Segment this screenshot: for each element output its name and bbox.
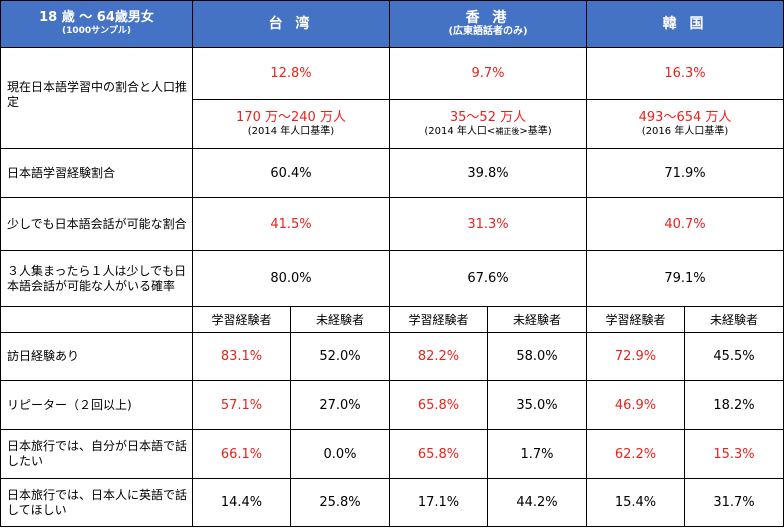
table-row: 日本旅行では、自分が日本語で話したい 66.1% 0.0% 65.8% 1.7%…	[0, 429, 784, 479]
value-cell: 15.4%	[586, 478, 686, 527]
population-estimate: 170 万～240 万人 (2014 年人口基準)	[192, 99, 390, 149]
learning-rate: 12.8%	[192, 47, 390, 100]
value-cell: 72.9%	[586, 332, 686, 381]
region-name: 韓 国	[662, 15, 708, 32]
row-label: ３人集まったら１人は少しでも日本語会話が可能な人がいる確率	[0, 250, 193, 307]
subheader-inexperienced: 未経験者	[290, 306, 390, 333]
value-cell: 80.0%	[192, 250, 390, 307]
value-cell: 65.8%	[389, 429, 488, 479]
basis-text: (2014 年人口基準)	[247, 125, 335, 137]
value-cell: 18.2%	[684, 380, 784, 430]
value-cell: 44.2%	[486, 478, 588, 527]
table-row: ３人集まったら１人は少しでも日本語会話が可能な人がいる確率 80.0% 67.6…	[0, 250, 784, 307]
subheader-experienced: 学習経験者	[389, 306, 488, 333]
region-header-hongkong: 香 港 (広東語話者のみ)	[388, 0, 588, 48]
table-row: 訪日経験あり 83.1% 52.0% 82.2% 58.0% 72.9% 45.…	[0, 332, 784, 381]
value-cell: 52.0%	[290, 332, 390, 381]
table-row: 日本語学習経験割合 60.4% 39.8% 71.9%	[0, 148, 784, 198]
value-cell: 45.5%	[684, 332, 784, 381]
row-label: 訪日経験あり	[0, 332, 193, 381]
learning-rate: 9.7%	[388, 47, 588, 100]
region-header-korea: 韓 国	[586, 0, 784, 48]
table-row: 現在日本語学習中の割合と人口推定 12.8% 9.7% 16.3%	[0, 47, 784, 149]
population-basis: (2016 年人口基準)	[587, 126, 783, 138]
value-cell: 58.0%	[486, 332, 588, 381]
row-label: 日本旅行では、自分が日本語で話したい	[0, 429, 193, 479]
row-label: 日本旅行では、日本人に英語で話してほしい	[0, 478, 193, 527]
value-cell: 14.4%	[192, 478, 291, 527]
basis-text: (2016 年人口基準)	[641, 125, 729, 137]
region-name: 台 湾	[268, 15, 314, 32]
region-name: 香 港	[465, 10, 511, 27]
value-cell: 25.8%	[290, 478, 390, 527]
subheader-row: 学習経験者 未経験者 学習経験者 未経験者 学習経験者 未経験者	[0, 306, 784, 333]
value-cell: 0.0%	[290, 429, 390, 479]
value-cell: 17.1%	[389, 478, 488, 527]
table-row: 日本旅行では、日本人に英語で話してほしい 14.4% 25.8% 17.1% 4…	[0, 478, 784, 527]
value-cell: 46.9%	[586, 380, 686, 430]
region-header-taiwan: 台 湾	[192, 0, 390, 48]
learning-rate: 16.3%	[586, 47, 784, 100]
subheader-inexperienced: 未経験者	[486, 306, 588, 333]
demographic-label: 18 歳 ～ 64歳男女	[39, 10, 154, 26]
value-cell: 31.7%	[684, 478, 784, 527]
value-cell: 79.1%	[586, 250, 784, 307]
basis-note: 補正後	[495, 126, 520, 136]
value-cell: 41.5%	[192, 197, 390, 251]
table-row: リピーター（２回以上) 57.1% 27.0% 65.8% 35.0% 46.9…	[0, 380, 784, 430]
value-cell: 66.1%	[192, 429, 291, 479]
region-note: (広東語話者のみ)	[448, 26, 528, 38]
basis-text: (2014 年人口<	[424, 125, 496, 137]
value-cell: 71.9%	[586, 148, 784, 198]
population-range: 35～52 万人	[449, 110, 527, 126]
subheader-experienced: 学習経験者	[192, 306, 291, 333]
population-basis: (2014 年人口基準)	[193, 126, 389, 138]
row-label: 少しでも日本語会話が可能な割合	[0, 197, 193, 251]
population-range: 493～654 万人	[638, 110, 732, 126]
population-estimate: 493～654 万人 (2016 年人口基準)	[586, 99, 784, 149]
table-row: 少しでも日本語会話が可能な割合 41.5% 31.3% 40.7%	[0, 197, 784, 251]
row-label: 日本語学習経験割合	[0, 148, 193, 198]
population-basis: (2014 年人口<補正後>基準)	[390, 126, 586, 138]
demographic-header: 18 歳 ～ 64歳男女 (1000サンプル)	[0, 0, 193, 48]
row-label: 現在日本語学習中の割合と人口推定	[0, 47, 193, 149]
value-cell: 40.7%	[586, 197, 784, 251]
population-estimate: 35～52 万人 (2014 年人口<補正後>基準)	[388, 99, 588, 149]
sample-size-label: (1000サンプル)	[61, 26, 131, 37]
value-cell: 67.6%	[388, 250, 588, 307]
value-cell: 83.1%	[192, 332, 291, 381]
subheader-experienced: 学習経験者	[586, 306, 686, 333]
row-label: リピーター（２回以上)	[0, 380, 193, 430]
header-row: 18 歳 ～ 64歳男女 (1000サンプル) 台 湾 香 港 (広東語話者のみ…	[0, 0, 784, 48]
subheader-inexperienced: 未経験者	[684, 306, 784, 333]
value-cell: 31.3%	[388, 197, 588, 251]
value-cell: 57.1%	[192, 380, 291, 430]
value-cell: 65.8%	[389, 380, 488, 430]
basis-text: >基準)	[519, 125, 552, 137]
value-cell: 27.0%	[290, 380, 390, 430]
subheader-spacer	[0, 306, 193, 333]
value-cell: 35.0%	[486, 380, 588, 430]
value-cell: 60.4%	[192, 148, 390, 198]
value-cell: 39.8%	[388, 148, 588, 198]
value-cell: 15.3%	[684, 429, 784, 479]
value-cell: 62.2%	[586, 429, 686, 479]
table-row: 170 万～240 万人 (2014 年人口基準) 35～52 万人 (2014…	[1, 99, 784, 149]
value-cell: 82.2%	[389, 332, 488, 381]
value-cell: 1.7%	[486, 429, 588, 479]
population-range: 170 万～240 万人	[236, 110, 346, 126]
